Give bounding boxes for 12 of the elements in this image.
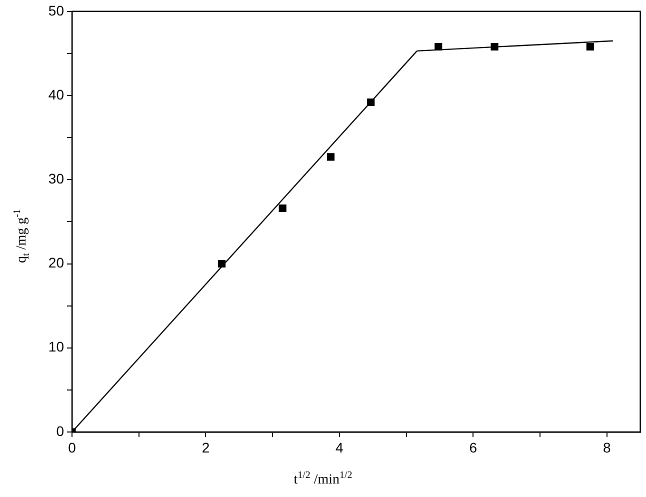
x-tick-label: 6 [469,439,478,456]
y-tick-label: 10 [48,338,64,355]
x-axis-title: t$^{1/2}$ /min$^{1/2}$ [292,470,354,489]
x-tick-label: 2 [202,439,210,456]
y-tick-label: 50 [48,2,64,18]
y-tick-label: 40 [48,86,64,102]
x-tick-label: 4 [336,439,344,456]
y-tick-label: 30 [48,170,64,186]
x-tick-label: 8 [602,439,611,456]
y-tick-label: 0 [56,422,64,439]
y-tick-label: 20 [48,254,64,271]
x-tick-label: 0 [68,439,76,456]
